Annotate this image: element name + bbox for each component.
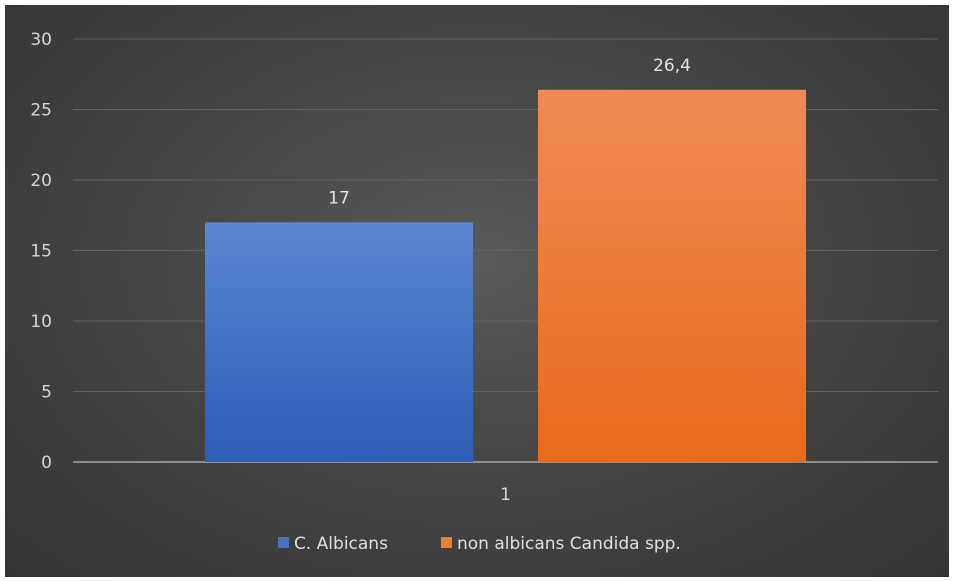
bar-chart: 0 5 10 15 20 25 30 17 26,4 1 C. Albicans non alb… — [30, 30, 938, 554]
legend: C. Albicans non albicans Candida spp. — [278, 534, 681, 554]
legend-swatch — [278, 537, 289, 548]
bar-non-albicans — [538, 89, 806, 462]
y-tick-label: 20 — [30, 171, 52, 191]
legend-label: non albicans Candida spp. — [457, 534, 681, 554]
y-tick-label: 25 — [30, 101, 52, 121]
gridlines — [73, 38, 938, 463]
data-label: 17 — [328, 188, 350, 208]
legend-label: C. Albicans — [294, 534, 388, 554]
legend-swatch — [441, 537, 452, 548]
bar-c-albicans — [205, 222, 473, 462]
bars — [205, 89, 806, 462]
data-labels: 17 26,4 — [328, 56, 691, 209]
y-tick-label: 0 — [41, 453, 52, 473]
y-tick-label: 15 — [30, 242, 52, 262]
y-tick-label: 10 — [30, 312, 52, 332]
y-tick-label: 5 — [41, 383, 52, 403]
y-axis: 0 5 10 15 20 25 30 — [30, 30, 52, 473]
data-label: 26,4 — [653, 56, 691, 76]
y-tick-label: 30 — [30, 30, 52, 50]
chart-area: 0 5 10 15 20 25 30 17 26,4 1 C. Albicans non alb… — [5, 5, 949, 577]
x-axis: 1 — [500, 485, 511, 505]
x-tick-label: 1 — [500, 485, 511, 505]
